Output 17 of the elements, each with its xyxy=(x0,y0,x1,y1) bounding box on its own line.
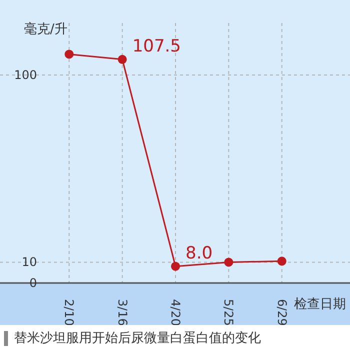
x-axis-title: 检查日期 xyxy=(294,296,346,313)
y-tick-label: 10 xyxy=(22,255,37,270)
point xyxy=(224,258,234,267)
point xyxy=(118,54,127,64)
text: 替米沙坦服用开始后尿微量白蛋白值的变化 xyxy=(14,330,261,347)
point xyxy=(171,262,180,271)
x-tick-label: 3/16 xyxy=(115,299,130,326)
data-label: 8.0 xyxy=(186,243,213,264)
point xyxy=(64,50,74,59)
data-label: 107.5 xyxy=(132,36,181,56)
x-tick-label: 4/20 xyxy=(168,299,182,326)
x-tick-label: 2/10 xyxy=(62,299,76,326)
y-tick-label: 100 xyxy=(14,68,37,82)
y-axis-title: 毫克/升 xyxy=(24,21,68,38)
x-tick-label: 5/25 xyxy=(222,299,236,326)
point xyxy=(277,256,286,266)
x-tick-label: 6/29 xyxy=(274,299,289,326)
